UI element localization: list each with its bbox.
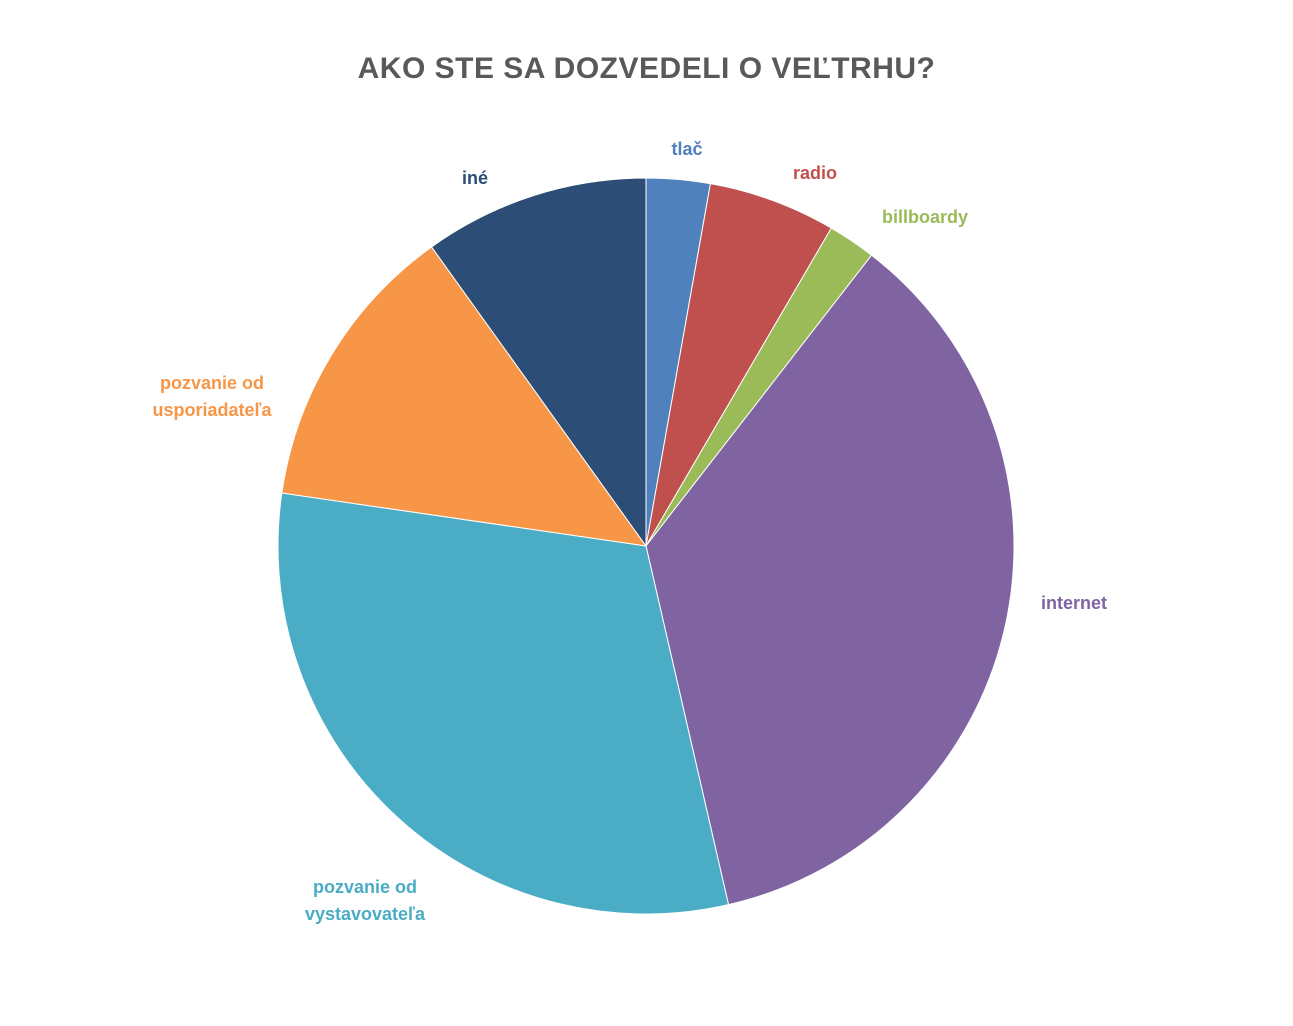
chart-title: AKO STE SA DOZVEDELI O VEĽTRHU? — [357, 52, 936, 85]
pie-label-pozvanie-od-usporiadateľa: pozvanie od usporiadateľa — [153, 373, 273, 420]
pie-slice-radio — [645, 183, 833, 547]
pie-slice-iné — [430, 177, 647, 548]
pie-label-radio: radio — [793, 163, 837, 183]
pie-slices — [277, 177, 1015, 915]
pie-label-internet: internet — [1041, 593, 1107, 613]
pie-label-tlač: tlač — [671, 139, 702, 159]
pie-label-pozvanie-od-vystavovateľa: pozvanie od vystavovateľa — [305, 877, 426, 924]
pie-slice-pozvanie-od-usporiadateľa — [281, 246, 648, 547]
pie-labels: tlač radio billboardy internet pozvanie od vy… — [153, 139, 1107, 924]
pie-label-iné: iné — [462, 168, 488, 188]
pie-slice-internet — [645, 254, 1015, 906]
pie-label-billboardy: billboardy — [882, 207, 968, 227]
pie-slice-pozvanie-od-vystavovateľa — [277, 492, 730, 915]
